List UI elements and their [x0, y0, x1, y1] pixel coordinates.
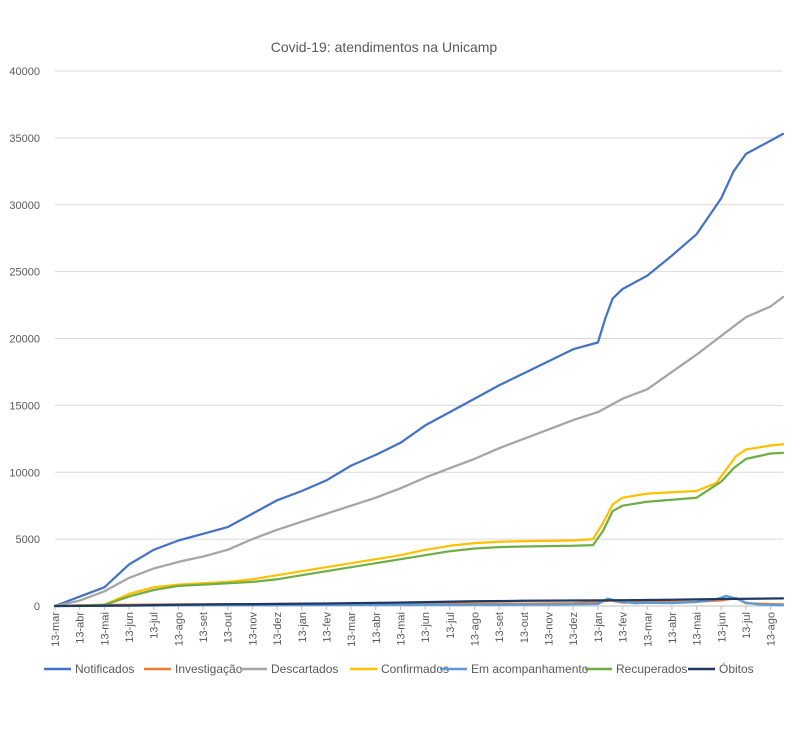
- x-axis-ticks: 13-mar 13-abr 13-mai 13-jun 13-jul 13-ago 13-s…: [50, 606, 778, 647]
- legend-label-obitos: Óbitos: [719, 661, 754, 676]
- x-tick-label: 13-ago: [470, 612, 482, 646]
- chart-title: Covid-19: atendimentos na Unicamp: [271, 39, 498, 55]
- y-tick-label: 0: [34, 601, 40, 613]
- x-tick-label: 13-jan: [297, 612, 309, 643]
- x-tick-label: 13-out: [223, 612, 235, 643]
- y-tick-label: 35000: [9, 133, 40, 145]
- x-tick-label: 13-fev: [321, 612, 333, 643]
- gridlines: [55, 70, 783, 607]
- x-tick-label: 13-mai: [99, 612, 111, 646]
- x-tick-label: 13-jul: [445, 612, 457, 639]
- x-tick-label: 13-mar: [642, 612, 654, 647]
- x-tick-label: 13-fev: [618, 612, 630, 643]
- x-tick-label: 13-dez: [272, 612, 284, 646]
- y-tick-label: 30000: [9, 200, 40, 212]
- x-tick-label: 13-mar: [50, 612, 62, 647]
- x-tick-label: 13-jan: [593, 612, 605, 643]
- legend: Notificados Investigação Descartados Confir…: [44, 661, 754, 676]
- x-tick-label: 13-mar: [346, 612, 358, 647]
- x-tick-label: 13-dez: [568, 612, 580, 646]
- y-tick-label: 5000: [16, 534, 40, 546]
- series-line-obitos: [53, 597, 785, 608]
- x-tick-label: 13-nov: [544, 612, 556, 646]
- x-tick-label: 13-abr: [75, 612, 87, 644]
- y-tick-label: 40000: [9, 66, 40, 78]
- y-axis-ticks: 0 5000 10000 15000 20000 25000 30000 35000 40000: [9, 66, 40, 613]
- legend-label-investigacao: Investigação: [175, 662, 243, 676]
- y-tick-label: 15000: [9, 400, 40, 412]
- x-tick-label: 13-jul: [149, 612, 161, 639]
- x-tick-label: 13-out: [519, 612, 531, 643]
- x-tick-label: 13-jun: [420, 612, 432, 643]
- x-tick-label: 13-jun: [124, 612, 136, 643]
- x-tick-label: 13-mai: [692, 612, 704, 646]
- x-tick-label: 13-ago: [766, 612, 778, 646]
- legend-label-confirmados: Confirmados: [381, 662, 449, 676]
- series-lines: [53, 132, 785, 608]
- x-tick-label: 13-ago: [173, 612, 185, 646]
- x-tick-label: 13-abr: [371, 612, 383, 644]
- series-line-notificados: [53, 132, 785, 608]
- series-line-recuperados: [53, 451, 785, 608]
- y-tick-label: 20000: [9, 334, 40, 346]
- legend-label-descartados: Descartados: [271, 662, 338, 676]
- x-tick-label: 13-abr: [667, 612, 679, 644]
- x-tick-label: 13-jun: [716, 612, 728, 643]
- x-tick-label: 13-jul: [741, 612, 753, 639]
- x-tick-label: 13-set: [494, 612, 506, 643]
- y-tick-label: 10000: [9, 467, 40, 479]
- legend-label-em-acompanhamento: Em acompanhamento: [471, 662, 589, 676]
- series-line-confirmados: [53, 443, 785, 608]
- x-tick-label: 13-set: [198, 612, 210, 643]
- x-tick-label: 13-mai: [395, 612, 407, 646]
- legend-label-notificados: Notificados: [75, 662, 134, 676]
- x-tick-label: 13-nov: [247, 612, 259, 646]
- series-line-descartados: [53, 295, 785, 608]
- y-tick-label: 25000: [9, 267, 40, 279]
- legend-label-recuperados: Recuperados: [616, 662, 687, 676]
